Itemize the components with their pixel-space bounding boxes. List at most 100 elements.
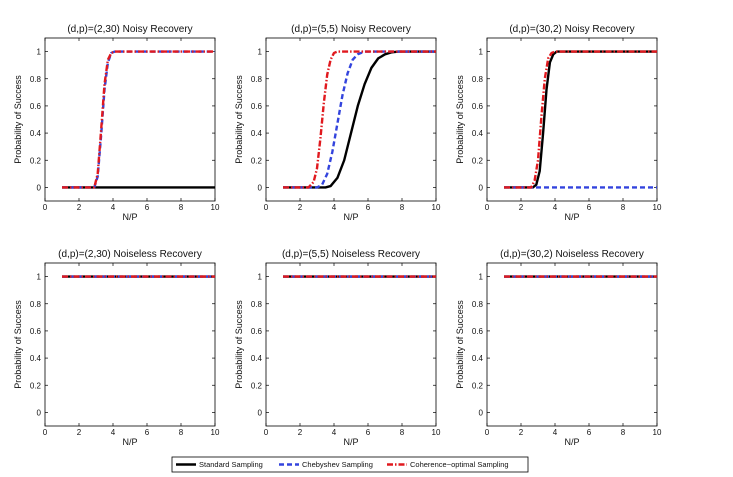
subplot-6: 0 2 4 6 8 10 0 0.2 0.4 0.6 0.8 1 (d,p)=(30,2) Noisel… [455, 249, 662, 447]
x-tick-label: 10 [653, 203, 662, 212]
subplot-5: 0 2 4 6 8 10 0 0.2 0.4 0.6 0.8 1 (d,p)=(5,5) Noisele… [234, 249, 441, 447]
subplot-title: (d,p)=(2,30) Noisy Recovery [67, 24, 192, 35]
y-axis-label: Probability of Success [13, 75, 23, 164]
y-tick-label: 0.4 [251, 354, 263, 363]
x-tick-label: 6 [145, 428, 150, 437]
y-tick-label: 1 [258, 273, 263, 282]
y-tick-label: 0.6 [472, 327, 484, 336]
y-tick-label: 0.2 [30, 381, 42, 390]
x-tick-label: 8 [621, 428, 626, 437]
x-tick-label: 4 [332, 203, 337, 212]
x-tick-label: 6 [366, 203, 371, 212]
y-tick-label: 0.6 [472, 102, 484, 111]
y-tick-label: 0 [479, 183, 484, 192]
legend-label-standard: Standard Sampling [199, 460, 263, 469]
subplot-1: 0 2 4 6 8 10 0 0.2 0.4 0.6 0.8 1 (d,p)=(2,30) Noisy … [13, 24, 220, 222]
legend-label-chebyshev: Chebyshev Sampling [302, 460, 373, 469]
series-line-standard [504, 50, 657, 189]
legend: Standard Sampling Chebyshev Sampling Coh… [171, 456, 529, 473]
y-tick-label: 0.8 [472, 300, 484, 309]
x-tick-label: 4 [111, 428, 116, 437]
y-tick-label: 0.2 [472, 381, 484, 390]
series-line-chebyshev [283, 50, 436, 189]
x-tick-label: 6 [587, 203, 592, 212]
x-tick-label: 2 [77, 203, 82, 212]
subplot-title: (d,p)=(30,2) Noisy Recovery [509, 24, 634, 35]
x-tick-label: 8 [400, 203, 405, 212]
x-tick-label: 4 [332, 428, 337, 437]
x-tick-label: 10 [432, 203, 441, 212]
y-axis-label: Probability of Success [234, 300, 244, 389]
y-axis-label: Probability of Success [455, 75, 465, 164]
y-tick-label: 0.8 [30, 300, 42, 309]
y-tick-label: 0.8 [30, 75, 42, 84]
plot-frame [265, 37, 437, 202]
y-tick-label: 1 [479, 273, 484, 282]
y-tick-label: 0 [258, 408, 263, 417]
y-tick-label: 0.4 [30, 129, 42, 138]
x-axis-label: N/P [564, 212, 579, 222]
y-tick-label: 1 [37, 273, 42, 282]
x-tick-label: 2 [298, 203, 303, 212]
y-tick-label: 0 [37, 408, 42, 417]
x-tick-label: 0 [485, 203, 490, 212]
y-tick-label: 0.6 [30, 327, 42, 336]
x-axis-label: N/P [122, 437, 137, 447]
y-tick-label: 0.4 [472, 129, 484, 138]
y-axis-label: Probability of Success [13, 300, 23, 389]
x-tick-label: 8 [400, 428, 405, 437]
y-axis-label: Probability of Success [234, 75, 244, 164]
subplot-title: (d,p)=(5,5) Noiseless Recovery [282, 249, 420, 260]
subplot-title: (d,p)=(30,2) Noiseless Recovery [500, 249, 644, 260]
y-tick-label: 0 [479, 408, 484, 417]
series-line-standard [283, 50, 436, 189]
x-tick-label: 10 [653, 428, 662, 437]
x-tick-label: 6 [145, 203, 150, 212]
x-axis-label: N/P [122, 212, 137, 222]
x-tick-label: 0 [43, 428, 48, 437]
series-line-coherence [504, 50, 657, 189]
x-tick-label: 8 [179, 428, 184, 437]
y-tick-label: 1 [258, 48, 263, 57]
series-line-coherence [62, 50, 215, 189]
plot-frame [486, 37, 658, 202]
y-tick-label: 0.2 [251, 381, 263, 390]
x-tick-label: 0 [485, 428, 490, 437]
y-tick-label: 0.6 [30, 102, 42, 111]
x-tick-label: 6 [587, 428, 592, 437]
x-tick-label: 2 [519, 203, 524, 212]
plot-frame [486, 262, 658, 427]
x-tick-label: 0 [264, 203, 269, 212]
x-tick-label: 4 [553, 428, 558, 437]
x-tick-label: 2 [298, 428, 303, 437]
x-axis-label: N/P [343, 212, 358, 222]
y-tick-label: 0.4 [30, 354, 42, 363]
y-tick-label: 0.2 [472, 156, 484, 165]
subplot-2: 0 2 4 6 8 10 0 0.2 0.4 0.6 0.8 1 (d,p)=(5,5) Noisy R… [234, 24, 441, 222]
x-axis-label: N/P [564, 437, 579, 447]
series-line-chebyshev [62, 50, 215, 189]
subplot-3: 0 2 4 6 8 10 0 0.2 0.4 0.6 0.8 1 (d,p)=(30,2) Noisy … [455, 24, 662, 222]
plot-frame [265, 262, 437, 427]
subplot-title: (d,p)=(2,30) Noiseless Recovery [58, 249, 202, 260]
y-tick-label: 0.2 [30, 156, 42, 165]
subplot-4: 0 2 4 6 8 10 0 0.2 0.4 0.6 0.8 1 (d,p)=(2,30) Noisel… [13, 249, 220, 447]
y-tick-label: 0.8 [251, 300, 263, 309]
y-tick-label: 0.8 [472, 75, 484, 84]
y-tick-label: 0 [258, 183, 263, 192]
x-tick-label: 10 [432, 428, 441, 437]
subplot-title: (d,p)=(5,5) Noisy Recovery [291, 24, 411, 35]
plot-frame [44, 262, 216, 427]
plot-frame [44, 37, 216, 202]
x-tick-label: 2 [519, 428, 524, 437]
x-tick-label: 8 [179, 203, 184, 212]
y-tick-label: 1 [37, 48, 42, 57]
y-tick-label: 0.6 [251, 102, 263, 111]
x-tick-label: 0 [264, 428, 269, 437]
y-tick-label: 0 [37, 183, 42, 192]
x-tick-label: 10 [211, 203, 220, 212]
x-tick-label: 0 [43, 203, 48, 212]
x-tick-label: 4 [111, 203, 116, 212]
